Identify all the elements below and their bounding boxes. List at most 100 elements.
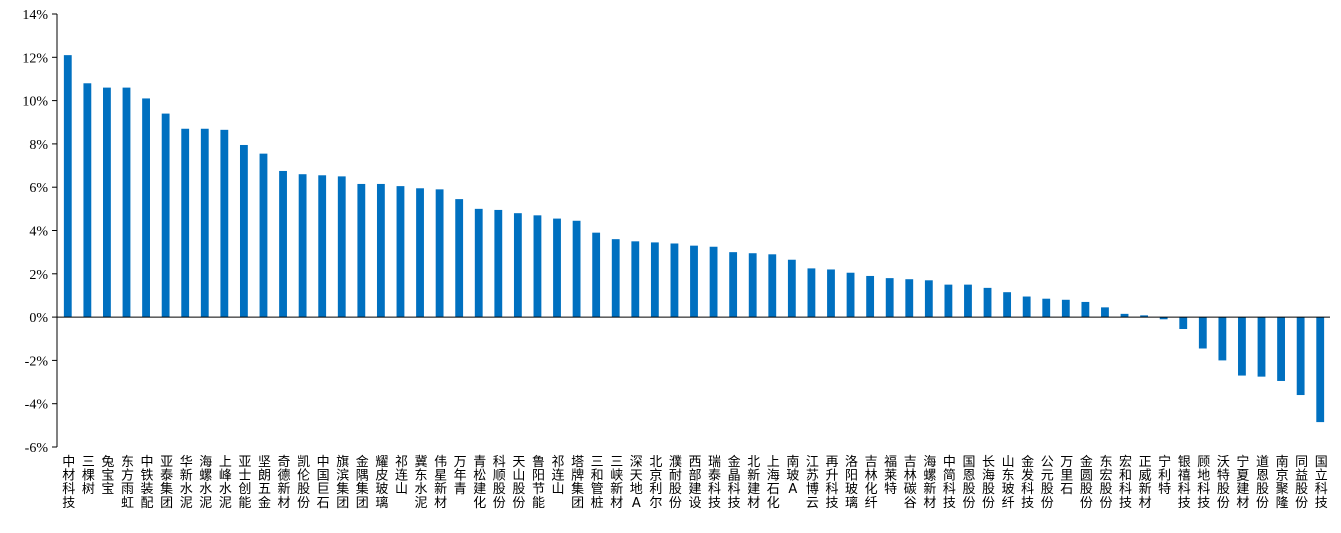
bar [1061, 299, 1070, 318]
bar [1042, 298, 1051, 318]
y-tick-label: -4% [25, 398, 49, 413]
category-label: 濮耐股份 [669, 455, 682, 511]
y-tick-label: 0% [29, 311, 48, 326]
category-label: 中简科技 [943, 455, 956, 511]
y-tick-label: -2% [25, 354, 49, 369]
category-label: 洛阳玻璃 [845, 455, 858, 511]
category-label: 深天地 A [630, 455, 643, 511]
category-label: 青松建化 [473, 455, 486, 511]
bar [1218, 317, 1227, 361]
category-label: 再升科技 [825, 455, 838, 511]
category-label: 兔宝宝 [101, 455, 114, 497]
category-label: 宁利特 [1158, 454, 1171, 497]
category-label: 银禧科技 [1178, 455, 1191, 511]
bar [83, 83, 92, 318]
category-label: 祁连山 [395, 455, 408, 497]
category-label: 正威新材 [1139, 455, 1152, 511]
y-axis: -6% -4% -2% 0% 2% 4% 6% 8% 10% 12% 14% [22, 8, 58, 456]
bar [376, 183, 385, 318]
category-label: 国立科技 [1315, 455, 1328, 511]
y-tick-label: 14% [22, 8, 48, 23]
bar [513, 213, 522, 318]
bar [1101, 307, 1109, 318]
category-label: 西部建设 [688, 455, 701, 511]
category-label: 瑞泰科技 [708, 455, 721, 511]
bar [396, 186, 405, 318]
category-labels: 中材科技三棵树兔宝宝东方雨虹中铁装配亚泰集团华新水泥海螺水泥上峰水泥亚士创能坚朗… [62, 454, 1327, 511]
bar [200, 128, 209, 318]
category-label: 冀东水泥 [415, 454, 428, 511]
bar [592, 232, 601, 318]
y-tick-label: 4% [29, 225, 48, 240]
bar [1120, 313, 1129, 318]
bar [1257, 317, 1266, 377]
bar [103, 87, 111, 318]
category-label: 伟星新材 [434, 455, 447, 511]
category-label: 顾地科技 [1197, 455, 1210, 511]
bar [690, 245, 698, 318]
category-label: 吉林碳谷 [904, 455, 917, 511]
bar [63, 55, 72, 318]
bar [298, 174, 307, 318]
bar [474, 208, 483, 318]
bar [435, 189, 444, 318]
category-label: 旗滨集团 [336, 454, 349, 511]
bar [983, 287, 992, 318]
category-label: 祁连山 [552, 455, 565, 497]
bar [748, 253, 757, 318]
category-label: 福莱特 [884, 455, 897, 497]
bar [709, 246, 718, 318]
category-label: 三棵树 [82, 455, 95, 497]
bar [944, 284, 953, 318]
category-label: 凯伦股份 [297, 455, 310, 511]
bar [337, 176, 346, 318]
bar [1179, 317, 1188, 330]
bar [1198, 317, 1207, 349]
y-tick-label: 6% [29, 181, 48, 196]
y-tick-label: -6% [25, 441, 49, 456]
category-label: 南京聚隆 [1276, 454, 1289, 511]
category-label: 奇德新材 [278, 454, 291, 511]
category-label: 鲁阳节能 [532, 455, 545, 511]
category-label: 北新建材 [747, 455, 760, 511]
bar [631, 241, 640, 318]
bar [220, 129, 229, 318]
bar [161, 113, 170, 318]
bar [827, 269, 835, 318]
category-label: 塔牌集团 [571, 455, 584, 511]
bar [1081, 301, 1090, 318]
category-label: 金晶科技 [728, 454, 741, 511]
category-label: 三峡新材 [610, 455, 623, 511]
bar [553, 218, 561, 318]
category-label: 长海股份 [982, 455, 995, 511]
bar [239, 144, 248, 318]
category-label: 国恩股份 [962, 455, 975, 511]
bar [1277, 317, 1285, 381]
bar [964, 284, 972, 318]
category-label: 沃特股份 [1217, 455, 1230, 511]
category-label: 万里石 [1060, 455, 1073, 497]
category-label: 坚朗五金 [258, 455, 271, 511]
category-label: 北京利尔 [649, 455, 662, 511]
bar [885, 278, 894, 318]
bar [1022, 296, 1031, 318]
bar [1140, 315, 1149, 318]
category-label: 海螺新材 [923, 455, 936, 511]
category-label: 江苏博云 [806, 455, 819, 511]
y-tick-label: 2% [29, 268, 48, 283]
category-label: 金隅集团 [356, 454, 369, 511]
category-label: 道恩股份 [1256, 455, 1269, 511]
y-tick-label: 10% [22, 95, 48, 110]
category-label: 宏和科技 [1119, 455, 1132, 511]
bar [650, 242, 659, 318]
category-label: 吉林化纤 [865, 455, 878, 511]
bar [494, 209, 503, 318]
bar [611, 239, 620, 318]
category-label: 海螺水泥 [199, 455, 212, 511]
bar [455, 199, 464, 318]
category-label: 南玻 A [786, 454, 799, 497]
category-label: 山东玻纤 [1002, 455, 1015, 511]
category-label: 金发科技 [1021, 454, 1034, 511]
bar [1316, 317, 1325, 423]
